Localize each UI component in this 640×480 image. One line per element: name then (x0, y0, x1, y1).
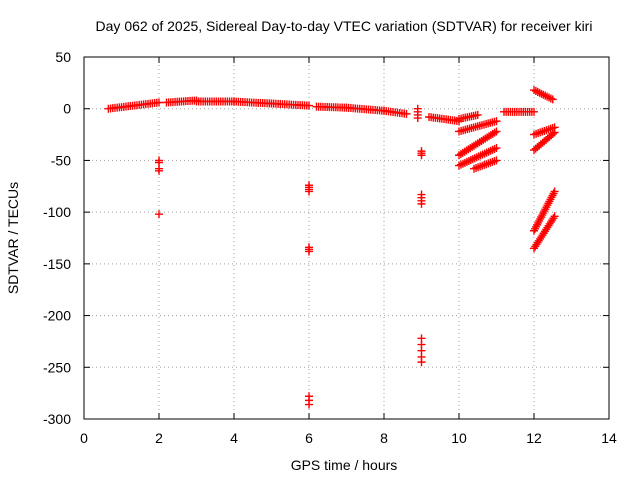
data-point (550, 212, 559, 221)
y-tick-label: 0 (63, 101, 71, 117)
data-point (417, 199, 426, 208)
x-tick-label: 14 (601, 430, 617, 446)
data-point (539, 90, 548, 99)
data-point (546, 94, 555, 103)
data-point (490, 128, 499, 137)
plot-frame (83, 56, 610, 420)
data-point (492, 117, 501, 126)
y-tick-label: -300 (43, 411, 71, 427)
x-tick-label: 4 (230, 430, 238, 446)
data-point (548, 95, 557, 104)
data-point (492, 156, 501, 165)
data-point (549, 214, 558, 223)
data-point (305, 247, 313, 256)
data-point (417, 358, 426, 367)
data-point (473, 110, 482, 119)
data-point (541, 91, 550, 100)
data-markers (104, 86, 559, 409)
x-axis-label: GPS time / hours (291, 457, 398, 473)
axis-ticks: 0 2 4 6 8 10 12 14 50 0 -50 -100 -150 -200 -250 -300 (43, 49, 617, 446)
data-point (492, 144, 501, 153)
y-tick-label: -150 (43, 256, 71, 272)
y-tick-label: -50 (51, 152, 71, 168)
grid-lines (84, 57, 609, 419)
x-tick-label: 12 (526, 430, 542, 446)
x-tick-label: 0 (80, 430, 88, 446)
y-tick-label: -100 (43, 204, 71, 220)
data-point (550, 128, 559, 137)
y-tick-label: -200 (43, 308, 71, 324)
x-tick-label: 8 (380, 430, 388, 446)
data-point (492, 127, 501, 136)
y-tick-label: -250 (43, 359, 71, 375)
data-point (533, 87, 542, 96)
data-point (305, 187, 313, 196)
data-point (530, 86, 538, 95)
data-point (305, 101, 313, 110)
x-tick-label: 2 (155, 430, 163, 446)
data-point (155, 98, 163, 107)
chart-title: Day 062 of 2025, Sidereal Day-to-day VTE… (96, 18, 593, 34)
data-point (535, 88, 544, 97)
x-tick-label: 6 (305, 430, 313, 446)
data-point (548, 129, 557, 138)
data-point (543, 92, 552, 101)
data-point (531, 87, 540, 96)
data-point (413, 114, 422, 123)
x-tick-label: 10 (451, 430, 467, 446)
data-point (305, 400, 313, 409)
data-point (549, 189, 558, 198)
y-axis-label: SDTVAR / TECUs (5, 182, 21, 294)
data-point (530, 107, 538, 116)
data-point (550, 187, 559, 196)
data-point (545, 93, 553, 102)
data-point (402, 109, 411, 118)
data-point (155, 166, 163, 175)
data-point (155, 210, 163, 219)
data-point (417, 151, 426, 160)
y-tick-label: 50 (55, 49, 71, 65)
data-point (537, 89, 546, 98)
